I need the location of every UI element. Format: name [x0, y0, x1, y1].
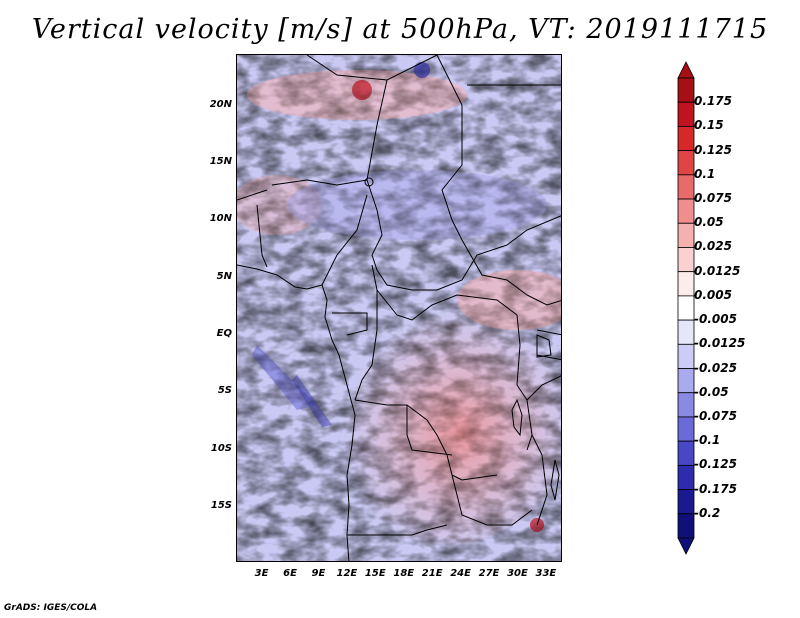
colorbar-swatch	[677, 101, 695, 127]
colorbar-swatch	[677, 222, 695, 248]
lake-victoria	[536, 334, 552, 358]
colorbar-tick-label: -0.0125	[694, 336, 746, 351]
colorbar-tick-label: 0.0125	[694, 263, 741, 278]
country-borders	[237, 55, 561, 561]
border-angola-inner	[406, 405, 453, 456]
border-nigeria-cameroon	[321, 194, 368, 286]
lat-tick-label: 5N	[216, 270, 232, 282]
colorbar-swatch	[677, 416, 695, 442]
colorbar-tick-label: 0.05	[694, 215, 724, 230]
colorbar	[677, 61, 695, 555]
lon-tick-label: 33E	[535, 568, 557, 579]
colorbar-swatch	[677, 295, 695, 321]
lat-tick-label: 15N	[209, 155, 232, 167]
border-ethiopia-kenya	[526, 294, 561, 306]
lat-tick-label: EQ	[216, 327, 232, 339]
colorbar-swatch	[677, 392, 695, 418]
map-panel	[236, 54, 562, 562]
border-tanzania-n	[536, 354, 561, 361]
lon-tick-label: 6E	[283, 568, 297, 579]
colorbar-tick-label: 0.125	[694, 142, 732, 157]
vertical-velocity-field	[237, 55, 561, 561]
colorbar-swatch	[677, 489, 695, 515]
lon-tick-label: 18E	[393, 568, 415, 579]
lon-tick-label: 12E	[336, 568, 358, 579]
border-drc-east	[516, 314, 533, 451]
lon-tick-label: 24E	[450, 568, 471, 579]
lat-tick-label: 5S	[217, 385, 232, 397]
lat-tick-label: 10N	[209, 213, 232, 225]
lat-tick-label: 10S	[210, 442, 232, 454]
colorbar-swatch	[677, 126, 695, 152]
field-speckle	[237, 55, 561, 561]
border-tanzania	[526, 375, 561, 401]
coastline-west	[237, 264, 356, 561]
colorbar-swatch	[677, 150, 695, 176]
border-kenya	[536, 329, 561, 336]
colorbar-tick-label: -0.025	[694, 360, 737, 375]
colorbar-tick-label: 0.025	[694, 239, 732, 254]
lon-tick-label: 9E	[311, 568, 326, 579]
footer-credit: GrADS: IGES/COLA	[4, 603, 98, 613]
border-north-1	[306, 55, 438, 81]
lake-tanganyika	[511, 398, 523, 437]
lat-tick-label: 20N	[209, 98, 232, 110]
colorbar-swatch	[677, 271, 695, 297]
border-benin	[256, 204, 268, 268]
border-south-sudan	[461, 239, 528, 296]
border-zambia	[451, 474, 533, 526]
colorbar-tick-label: -0.005	[694, 312, 737, 327]
colorbar-swatch	[677, 77, 695, 103]
colorbar-top-arrow	[677, 61, 695, 79]
colorbar-tick-label: -0.125	[694, 457, 737, 472]
colorbar-swatch	[677, 440, 695, 466]
border-congo-car	[371, 264, 518, 321]
border-chad-sudan	[436, 55, 463, 241]
border-angola-drc	[354, 399, 498, 481]
lat-tick-label: 15S	[210, 499, 232, 511]
colorbar-tick-label: 0.15	[694, 118, 724, 133]
colorbar-swatch	[677, 247, 695, 273]
border-malawi	[531, 434, 548, 526]
chart-title: Vertical velocity [m/s] at 500hPa, VT: 2…	[31, 14, 769, 45]
colorbar-bottom-arrow	[677, 537, 695, 555]
colorbar-tick-label: 0.075	[694, 191, 732, 206]
colorbar-swatch	[677, 174, 695, 200]
border-gabon	[332, 312, 368, 336]
colorbar-tick-label: -0.2	[694, 505, 721, 520]
lake-malawi	[550, 459, 560, 501]
lake-chad	[364, 177, 374, 187]
border-angola-namibia	[347, 524, 448, 536]
colorbar-tick-label: -0.075	[694, 408, 737, 423]
border-car-south-sudan	[371, 209, 561, 291]
colorbar-swatch	[677, 319, 695, 345]
colorbar-tick-label: 0.005	[694, 287, 732, 302]
colorbar-swatch	[677, 198, 695, 224]
border-mali	[237, 189, 268, 201]
colorbar-tick-label: -0.05	[694, 384, 729, 399]
lon-tick-label: 21E	[421, 568, 443, 579]
colorbar-tick-label: 0.1	[694, 166, 716, 181]
colorbar-swatch	[677, 464, 695, 490]
colorbar-tick-label: -0.175	[694, 481, 737, 496]
lon-tick-label: 30E	[507, 568, 528, 579]
lon-tick-label: 15E	[364, 568, 386, 579]
colorbar-tick-label: 0.175	[694, 94, 732, 109]
colorbar-swatch	[677, 368, 695, 394]
colorbar-swatch	[677, 513, 695, 539]
colorbar-tick-label: -0.1	[694, 433, 721, 448]
lon-tick-label: 27E	[478, 568, 500, 579]
colorbar-swatch	[677, 343, 695, 369]
lon-tick-label: 3E	[254, 568, 269, 579]
border-nigeria-niger	[271, 179, 368, 186]
border-congo-drc	[354, 290, 378, 401]
